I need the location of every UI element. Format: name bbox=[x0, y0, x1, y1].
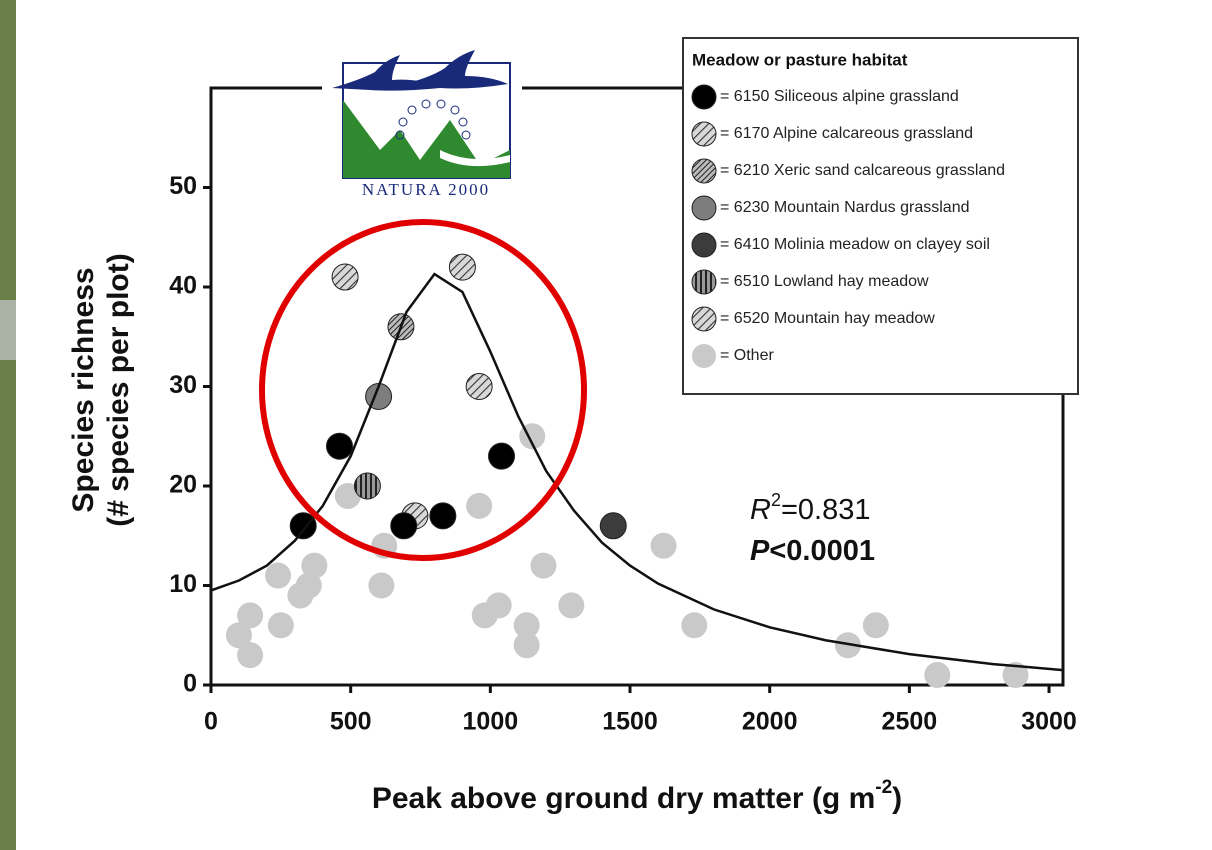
legend-marker bbox=[691, 232, 717, 258]
x-tick-label: 1000 bbox=[463, 708, 519, 736]
r-label: R bbox=[750, 494, 771, 526]
legend-label: = 6520 Mountain hay meadow bbox=[720, 310, 935, 327]
point bbox=[485, 592, 512, 619]
x-title-end: ) bbox=[892, 782, 902, 815]
legend-marker bbox=[691, 306, 717, 332]
legend-label: = 6230 Mountain Nardus grassland bbox=[720, 199, 970, 216]
y-tick-label: 30 bbox=[169, 371, 197, 399]
y-tick-label: 10 bbox=[169, 570, 197, 598]
y-axis-title: Species richness (# species per plot) bbox=[67, 253, 135, 526]
point bbox=[466, 492, 493, 519]
point bbox=[325, 432, 353, 460]
y-tick-label: 0 bbox=[183, 670, 197, 698]
point bbox=[513, 632, 540, 659]
r-squared: R2=0.831 bbox=[750, 490, 870, 526]
point bbox=[267, 612, 294, 639]
y-title-line: Species richness bbox=[67, 267, 100, 512]
point bbox=[650, 532, 677, 559]
x-tick-label: 2000 bbox=[742, 708, 798, 736]
highlight-circle bbox=[259, 219, 587, 561]
logo-text: NATURA 2000 bbox=[362, 180, 490, 199]
legend-label: = 6170 Alpine calcareous grassland bbox=[720, 125, 973, 142]
point bbox=[331, 263, 359, 291]
point bbox=[862, 612, 889, 639]
point bbox=[448, 253, 476, 281]
legend-label: = 6410 Molinia meadow on clayey soil bbox=[720, 236, 990, 253]
legend: Meadow or pasture habitat = 6150 Siliceo… bbox=[682, 37, 1079, 395]
legend-title: Meadow or pasture habitat bbox=[692, 50, 908, 69]
photo-strip bbox=[0, 300, 16, 360]
r-sup: 2 bbox=[771, 490, 781, 510]
point bbox=[429, 502, 457, 530]
legend-marker bbox=[691, 84, 717, 110]
point bbox=[599, 512, 627, 540]
p-value: P<0.0001 bbox=[750, 535, 875, 567]
legend-marker bbox=[691, 121, 717, 147]
point bbox=[265, 562, 292, 589]
point bbox=[334, 482, 361, 509]
point bbox=[390, 512, 418, 540]
x-tick-label: 0 bbox=[204, 708, 218, 736]
legend-label: = 6150 Siliceous alpine grassland bbox=[720, 88, 959, 105]
x-tick-label: 500 bbox=[330, 708, 372, 736]
point bbox=[530, 552, 557, 579]
point bbox=[237, 642, 264, 669]
legend-marker bbox=[691, 158, 717, 184]
legend-marker bbox=[692, 344, 716, 368]
x-title-sup: -2 bbox=[875, 777, 892, 798]
x-tick-label: 2500 bbox=[882, 708, 938, 736]
point bbox=[1002, 662, 1029, 689]
p-label: P bbox=[750, 535, 770, 567]
point bbox=[295, 572, 322, 599]
point bbox=[237, 602, 264, 629]
x-title-main: Peak above ground dry matter (g m bbox=[372, 782, 875, 815]
y-tick-label: 40 bbox=[169, 272, 197, 300]
x-axis-title: Peak above ground dry matter (g m-2) bbox=[372, 777, 902, 815]
p-val: <0.0001 bbox=[769, 535, 875, 567]
point bbox=[924, 662, 951, 689]
fit-curve bbox=[210, 272, 1064, 672]
point bbox=[465, 373, 493, 400]
point bbox=[558, 592, 585, 619]
point bbox=[301, 552, 328, 579]
y-tick-label: 50 bbox=[169, 172, 197, 200]
legend-marker bbox=[691, 269, 717, 295]
point bbox=[368, 572, 395, 599]
x-tick-label: 3000 bbox=[1021, 708, 1077, 736]
legend-label: = 6210 Xeric sand calcareous grassland bbox=[720, 162, 1005, 179]
point bbox=[353, 472, 381, 500]
point bbox=[488, 442, 516, 470]
point bbox=[289, 512, 317, 540]
legend-label: = 6510 Lowland hay meadow bbox=[720, 273, 929, 290]
point bbox=[681, 612, 708, 639]
x-tick-label: 1500 bbox=[602, 708, 658, 736]
r-value: =0.831 bbox=[781, 494, 871, 526]
point bbox=[225, 622, 252, 649]
photo-strip bbox=[0, 0, 16, 850]
plot-area: 0 500 1000 1500 2000 2500 3000 0 10 20 30 40 50 bbox=[169, 86, 1077, 736]
natura-logo: NATURA 2000 bbox=[322, 50, 522, 205]
point bbox=[513, 612, 540, 639]
y-title-line: (# species per plot) bbox=[102, 253, 135, 526]
legend-marker bbox=[691, 195, 717, 221]
legend-label: = Other bbox=[720, 347, 774, 364]
y-tick-label: 20 bbox=[169, 471, 197, 499]
